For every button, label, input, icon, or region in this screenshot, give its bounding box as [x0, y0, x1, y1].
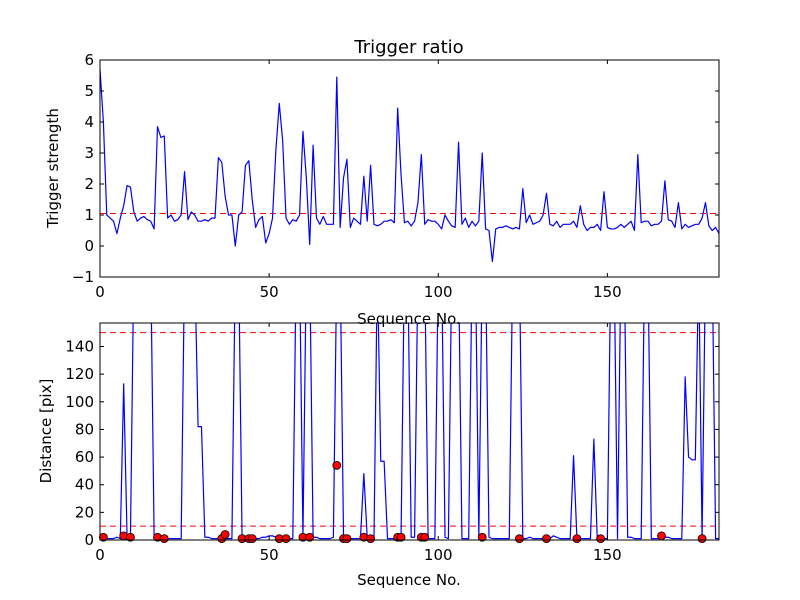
series-line: [100, 69, 719, 263]
data-point-marker: [697, 534, 707, 544]
y-tick-label: −1: [72, 268, 94, 286]
axes-frame: [99, 322, 720, 541]
data-point-marker: [572, 534, 582, 544]
data-point-marker: [396, 532, 406, 542]
y-tick-label: 40: [75, 476, 94, 494]
data-point-marker: [281, 534, 291, 544]
x-axis-label: Sequence No.: [357, 571, 461, 589]
data-point-marker: [477, 532, 487, 542]
y-tick-label: 100: [65, 393, 94, 411]
x-tick-label: 0: [95, 546, 105, 564]
x-tick-label: 150: [593, 283, 622, 301]
x-tick-label: 0: [95, 283, 105, 301]
y-tick-label: 6: [84, 51, 94, 69]
y-tick-label: 120: [65, 365, 94, 383]
y-tick-label: 20: [75, 503, 94, 521]
data-point-marker: [515, 534, 524, 544]
data-point-marker: [542, 534, 551, 544]
y-tick-label: 1: [84, 206, 94, 224]
data-point-marker: [332, 460, 342, 470]
x-axis: 0 50 100 150: [95, 60, 622, 301]
x-tick-label: 100: [424, 546, 453, 564]
marker-group: [98, 460, 707, 544]
series-group: [100, 323, 719, 540]
chart-title: Trigger ratio: [353, 37, 463, 58]
y-tick-label: 4: [84, 113, 94, 131]
data-point-marker: [220, 530, 230, 539]
plot-area: [98, 322, 720, 544]
x-axis: 0 50 100 150: [95, 323, 622, 564]
data-point-marker: [159, 534, 169, 544]
chart-distance: 0 50 100 150 0 20 40 60 80 100 120 140 Sequence No…: [37, 322, 720, 589]
data-point-marker: [126, 532, 135, 542]
y-tick-label: 140: [65, 337, 94, 355]
y-axis: −1 0 1 2 3 4 5 6: [72, 51, 719, 286]
y-axis-label: Trigger strength: [44, 108, 62, 229]
y-axis: 0 20 40 60 80 100 120 140: [65, 337, 719, 549]
y-tick-label: 5: [84, 82, 94, 100]
y-tick-label: 2: [84, 175, 94, 193]
y-tick-label: 0: [84, 237, 94, 255]
y-tick-label: 3: [84, 144, 94, 162]
x-tick-label: 150: [593, 546, 622, 564]
series-line: [100, 323, 719, 540]
data-point-marker: [342, 534, 352, 544]
data-point-marker: [657, 531, 666, 541]
reference-lines: [100, 332, 719, 527]
y-tick-label: 60: [75, 448, 94, 466]
plot-area: [99, 59, 720, 278]
data-point-marker: [247, 534, 257, 544]
data-point-marker: [98, 532, 108, 542]
y-tick-label: 80: [75, 420, 94, 438]
axes-frame: [99, 59, 720, 278]
data-point-marker: [420, 532, 430, 542]
y-axis-label: Distance [pix]: [37, 379, 55, 484]
data-point-marker: [366, 534, 376, 544]
data-point-marker: [305, 532, 315, 542]
x-tick-label: 100: [424, 283, 453, 301]
x-tick-label: 50: [260, 546, 279, 564]
x-tick-label: 50: [260, 283, 279, 301]
data-point-marker: [596, 534, 606, 544]
series-group: [100, 69, 719, 263]
y-tick-label: 0: [84, 531, 94, 549]
